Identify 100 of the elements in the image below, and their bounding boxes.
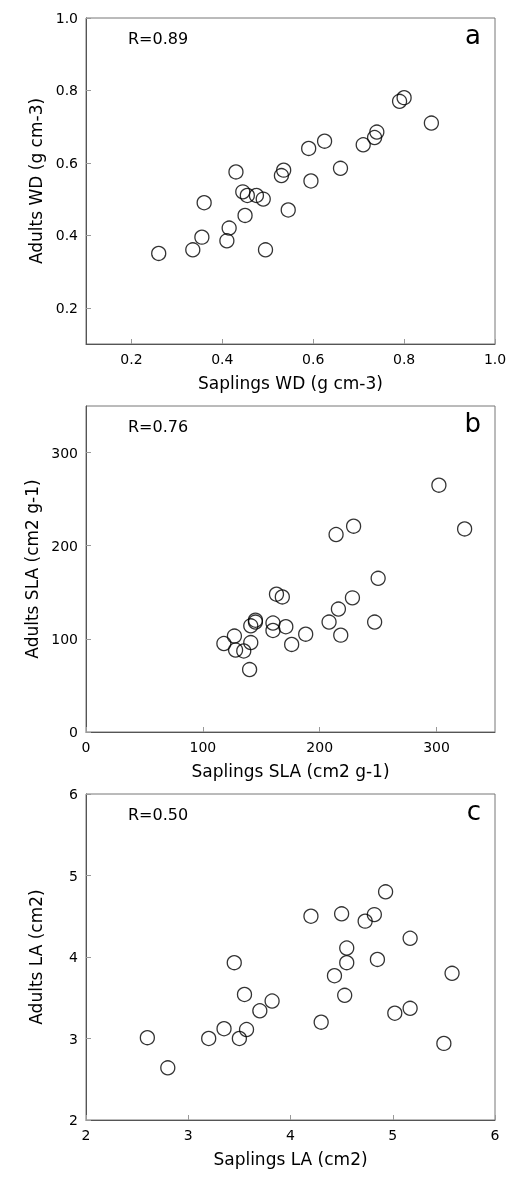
point (273, 167, 290, 184)
point (252, 1003, 268, 1019)
point (357, 913, 373, 929)
y-tick-label: 0.6 (55, 154, 79, 171)
point (255, 191, 271, 207)
point (248, 187, 265, 204)
point (276, 162, 292, 178)
point (387, 1005, 403, 1021)
point (339, 955, 355, 971)
x-axis-title: Saplings LA (cm2) (213, 1148, 368, 1169)
point (423, 115, 440, 131)
x-tick-label: 0 (81, 739, 91, 755)
point (345, 518, 362, 534)
y-tick-label: 0 (69, 724, 78, 740)
point (235, 184, 251, 200)
y-tick-label: 6 (69, 786, 79, 802)
y-tick-label: 100 (51, 630, 78, 647)
y-tick-label: 0.4 (55, 227, 79, 244)
point (326, 968, 343, 984)
point (321, 614, 337, 630)
annotation: R=0.76 (128, 416, 189, 436)
annotation: R=0.89 (128, 28, 189, 48)
point (151, 245, 167, 262)
point (237, 207, 253, 224)
point (219, 233, 235, 249)
annotation: c (466, 796, 481, 826)
y-tick-label: 5 (69, 867, 78, 884)
point (316, 133, 333, 149)
annotation: R=0.50 (128, 804, 189, 824)
x-tick-label: 2 (81, 1127, 91, 1143)
point (278, 619, 294, 635)
y-tick-label: 0.8 (55, 82, 78, 99)
point (216, 1021, 232, 1037)
x-tick-label: 0.2 (120, 351, 143, 367)
point (185, 242, 201, 258)
point (228, 164, 244, 180)
point (221, 220, 237, 236)
point (274, 589, 290, 605)
point (196, 195, 212, 211)
point (344, 590, 361, 606)
point (369, 124, 385, 140)
x-tick-label: 4 (286, 1127, 296, 1143)
point (367, 614, 383, 630)
x-axis-title: Saplings SLA (cm2 g-1) (191, 760, 390, 781)
point (201, 1030, 217, 1047)
x-tick-label: 0.4 (211, 351, 234, 367)
point (333, 906, 350, 922)
y-tick-label: 0.2 (55, 299, 78, 316)
annotation: a (465, 20, 481, 50)
point (332, 160, 349, 176)
point (366, 906, 382, 923)
point (227, 642, 244, 658)
point (216, 635, 232, 652)
point (160, 1060, 176, 1076)
x-axis-title: Saplings WD (g cm-3) (198, 372, 383, 393)
point (402, 930, 418, 946)
y-axis-title: Adults WD (g cm-3) (25, 97, 46, 265)
point (436, 1035, 452, 1052)
y-axis-title: Adults LA (cm2) (25, 889, 46, 1025)
point (366, 129, 383, 146)
point (139, 1030, 155, 1046)
point (369, 951, 386, 968)
point (377, 884, 394, 900)
x-tick-label: 5 (388, 1127, 398, 1143)
y-axis-title: Adults SLA (cm2 g-1) (21, 479, 42, 659)
y-tick-label: 300 (51, 444, 78, 461)
point (402, 1000, 418, 1016)
y-tick-label: 200 (51, 537, 78, 554)
point (370, 570, 386, 586)
point (265, 615, 281, 631)
x-tick-label: 300 (423, 739, 450, 755)
y-tick-label: 1.0 (55, 10, 78, 26)
point (313, 1014, 329, 1030)
point (337, 987, 353, 1003)
point (333, 627, 349, 643)
point (339, 940, 355, 956)
point (280, 202, 296, 218)
point (328, 526, 344, 543)
point (301, 140, 317, 157)
point (226, 628, 243, 644)
point (444, 965, 460, 981)
point (257, 242, 274, 258)
point (284, 636, 300, 653)
point (226, 955, 242, 971)
point (243, 618, 259, 634)
point (456, 521, 473, 537)
y-tick-label: 2 (69, 1112, 78, 1128)
x-tick-label: 0.8 (392, 351, 416, 367)
x-tick-label: 3 (183, 1127, 193, 1143)
point (194, 229, 210, 245)
point (303, 908, 319, 924)
point (431, 477, 447, 493)
point (264, 993, 280, 1009)
x-tick-label: 100 (189, 739, 217, 755)
point (236, 643, 252, 659)
point (396, 90, 412, 106)
point (238, 1021, 255, 1038)
point (239, 187, 255, 204)
x-tick-label: 0.6 (302, 351, 325, 367)
y-tick-label: 4 (69, 949, 79, 965)
